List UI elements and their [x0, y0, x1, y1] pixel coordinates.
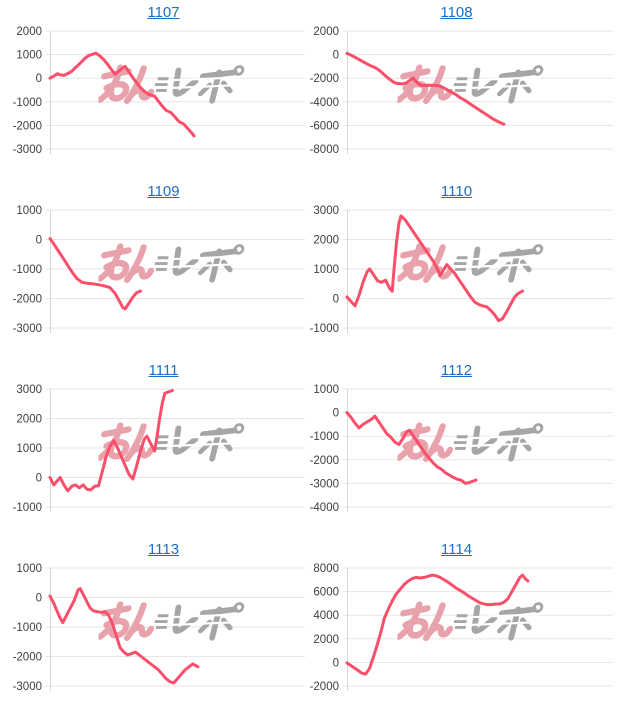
chart-cell: 1112 1000 0 -1000 -2000 -3000 -4000	[309, 358, 618, 537]
svg-text:-3000: -3000	[310, 478, 339, 490]
svg-text:-1000: -1000	[13, 97, 42, 109]
chart-title-link[interactable]: 1113	[147, 541, 180, 558]
line-chart: 3000 2000 1000 0 -1000	[13, 384, 305, 514]
svg-text:1000: 1000	[16, 563, 42, 575]
line-chart: 2000 1000 0 -1000 -2000 -3000	[13, 26, 305, 156]
svg-text:1000: 1000	[16, 205, 42, 217]
svg-text:0: 0	[36, 73, 42, 85]
svg-text:-2000: -2000	[310, 681, 339, 693]
chart-title: 1110	[309, 179, 618, 203]
svg-text:0: 0	[333, 657, 339, 669]
svg-text:1000: 1000	[16, 50, 42, 62]
svg-text:2000: 2000	[16, 414, 42, 426]
chart-cell: 1109 1000 0 -1000 -2000 -3000	[0, 179, 309, 358]
svg-text:2000: 2000	[16, 26, 42, 38]
svg-text:-1000: -1000	[13, 622, 42, 634]
svg-text:0: 0	[333, 50, 339, 62]
svg-text:-1000: -1000	[310, 431, 339, 443]
chart-cell: 1108 2000 0 -2000 -4000 -6000 -8000	[309, 0, 618, 179]
chart-cell: 1114 8000 6000 4000 2000 0 -2000	[309, 537, 618, 716]
svg-text:0: 0	[36, 235, 42, 247]
svg-text:-2000: -2000	[310, 455, 339, 467]
chart-title: 1112	[309, 358, 618, 382]
svg-text:8000: 8000	[313, 563, 339, 575]
chart-title: 1109	[0, 179, 309, 203]
svg-text:-1000: -1000	[13, 502, 42, 514]
chart-title: 1108	[309, 0, 618, 24]
chart-cell: 1111 3000 2000 1000 0 -1000	[0, 358, 309, 537]
svg-text:-1000: -1000	[13, 264, 42, 276]
svg-text:0: 0	[36, 473, 42, 485]
svg-text:2000: 2000	[313, 235, 339, 247]
svg-text:1000: 1000	[16, 443, 42, 455]
chart-title-link[interactable]: 1112	[440, 362, 473, 379]
line-chart: 2000 0 -2000 -4000 -6000 -8000	[310, 26, 613, 156]
chart-title-link[interactable]: 1108	[440, 4, 473, 21]
svg-text:-2000: -2000	[13, 294, 42, 306]
svg-text:2000: 2000	[313, 26, 339, 38]
svg-text:-2000: -2000	[310, 73, 339, 85]
line-chart: 1000 0 -1000 -2000 -3000 -4000	[310, 384, 613, 514]
line-chart: 1000 0 -1000 -2000 -3000	[13, 563, 305, 693]
svg-text:-3000: -3000	[13, 681, 42, 693]
svg-text:4000: 4000	[313, 610, 339, 622]
svg-text:1000: 1000	[313, 384, 339, 396]
chart-title-link[interactable]: 1114	[440, 541, 473, 558]
line-chart: 1000 0 -1000 -2000 -3000	[13, 205, 305, 335]
chart-title: 1114	[309, 537, 618, 561]
line-chart: 8000 6000 4000 2000 0 -2000	[310, 563, 613, 693]
svg-text:2000: 2000	[313, 634, 339, 646]
chart-title-link[interactable]: 1111	[148, 362, 179, 379]
chart-title: 1113	[0, 537, 309, 561]
chart-cell: 1113 1000 0 -1000 -2000 -3000	[0, 537, 309, 716]
chart-title-link[interactable]: 1110	[440, 183, 473, 200]
svg-text:0: 0	[333, 408, 339, 420]
svg-text:-2000: -2000	[13, 652, 42, 664]
chart-cell: 1110 3000 2000 1000 0 -1000	[309, 179, 618, 358]
svg-text:3000: 3000	[313, 205, 339, 217]
svg-text:-4000: -4000	[310, 502, 339, 514]
svg-text:-3000: -3000	[13, 323, 42, 335]
svg-text:-4000: -4000	[310, 97, 339, 109]
svg-text:-2000: -2000	[13, 120, 42, 132]
chart-title: 1111	[0, 358, 309, 382]
svg-text:3000: 3000	[16, 384, 42, 396]
svg-text:-6000: -6000	[310, 120, 339, 132]
svg-text:1000: 1000	[313, 264, 339, 276]
line-chart: 3000 2000 1000 0 -1000	[310, 205, 613, 335]
chart-title: 1107	[0, 0, 309, 24]
svg-text:-1000: -1000	[310, 323, 339, 335]
svg-text:-3000: -3000	[13, 144, 42, 156]
chart-cell: 1107 2000 1000 0 -1000 -2000 -3000	[0, 0, 309, 179]
svg-text:-8000: -8000	[310, 144, 339, 156]
svg-text:0: 0	[36, 593, 42, 605]
chart-title-link[interactable]: 1107	[147, 4, 180, 21]
svg-text:6000: 6000	[313, 587, 339, 599]
svg-text:0: 0	[333, 294, 339, 306]
chart-title-link[interactable]: 1109	[147, 183, 180, 200]
